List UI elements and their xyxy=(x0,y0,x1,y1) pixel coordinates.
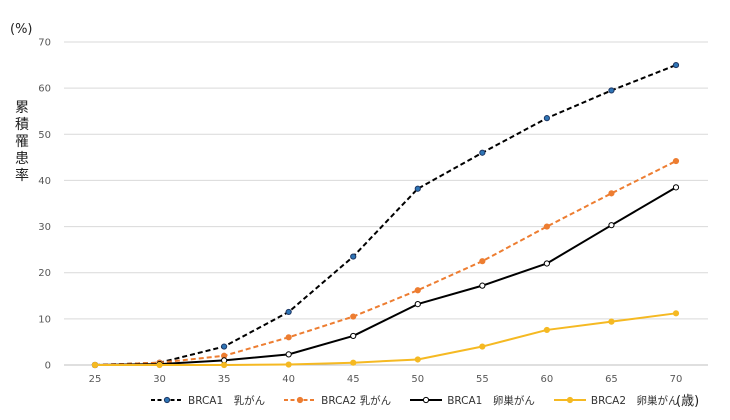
x-tick-label-50: 50 xyxy=(411,374,424,385)
y-tick-label-60: 60 xyxy=(38,84,51,95)
series-1-point-35 xyxy=(221,343,228,350)
legend-marker-3 xyxy=(423,396,430,404)
legend-marker-2 xyxy=(297,396,304,404)
x-tick-label-70: 70 xyxy=(670,374,683,385)
y-tick-label-30: 30 xyxy=(38,222,51,233)
series-line-4 xyxy=(95,312,677,366)
y-tick-label-10: 10 xyxy=(38,314,51,325)
legend-swatch-brca2-breast xyxy=(284,396,317,404)
x-axis-unit: (歳) xyxy=(676,394,700,409)
series-1-point-70 xyxy=(672,61,680,69)
series-2-point-55 xyxy=(479,258,486,265)
legend-label-brca2-breast: BRCA2 乳がん xyxy=(321,394,392,407)
series-4-point-70 xyxy=(672,310,680,317)
series-4-point-30 xyxy=(156,361,163,369)
series-2-point-50 xyxy=(414,287,421,294)
x-tick-label-35: 35 xyxy=(218,374,231,385)
y-axis-label: 累積罹患率 xyxy=(15,100,29,184)
legend-item-brca2-breast: BRCA2 乳がん xyxy=(283,393,391,408)
series-4-point-40 xyxy=(285,361,292,368)
legend-swatch-brca1-breast xyxy=(151,396,183,404)
x-tick-label-25: 25 xyxy=(89,374,102,385)
series-4-point-65 xyxy=(608,318,615,325)
series-line-2 xyxy=(94,160,677,366)
series-4-point-60 xyxy=(543,326,550,334)
y-tick-label-20: 20 xyxy=(38,268,51,279)
legend-label-brca2-ovarian: BRCA2 卵巣がん xyxy=(590,394,679,407)
legend-item-brca1-breast: BRCA1 乳がん xyxy=(150,393,265,408)
series-2-point-60 xyxy=(543,223,550,230)
series-4-point-45 xyxy=(350,359,357,366)
x-tick-label-55: 55 xyxy=(476,374,489,385)
x-tick-label-60: 60 xyxy=(541,374,554,385)
legend: BRCA1 乳がん BRCA2 乳がん BRCA1 卵巣がん BRCA2 卵巣が… xyxy=(150,392,697,408)
series-line-1 xyxy=(94,64,677,366)
series-2-point-70 xyxy=(672,157,680,165)
x-tick-label-40: 40 xyxy=(282,374,295,385)
series-3-point-45 xyxy=(350,332,357,340)
series-4-point-55 xyxy=(479,343,486,350)
series-1-point-65 xyxy=(608,87,615,94)
series-1-point-45 xyxy=(350,253,357,260)
series-1-point-40 xyxy=(285,308,292,316)
series-3-point-65 xyxy=(608,222,615,229)
series-line-3 xyxy=(94,186,677,366)
series-3-point-60 xyxy=(543,260,550,267)
series-2-point-65 xyxy=(608,190,615,197)
legend-marker-1 xyxy=(163,396,171,404)
series-4-point-25 xyxy=(91,361,99,369)
series-4-point-50 xyxy=(414,356,421,363)
series-3-point-50 xyxy=(414,300,421,308)
series-4-point-35 xyxy=(221,361,228,369)
x-tick-label-30: 30 xyxy=(153,374,166,385)
series-1-point-55 xyxy=(479,149,486,156)
y-tick-label-70: 70 xyxy=(38,38,51,49)
series-1-point-50 xyxy=(414,185,421,192)
legend-label-brca1-breast: BRCA1 乳がん xyxy=(188,394,266,407)
y-tick-label-50: 50 xyxy=(38,130,51,141)
series-3-point-55 xyxy=(479,282,486,289)
series-3-point-40 xyxy=(285,351,292,358)
legend-swatch-brca2-ovarian xyxy=(553,396,586,404)
y-tick-label-0: 0 xyxy=(45,361,51,372)
legend-item-brca2-ovarian: BRCA2 卵巣がん xyxy=(553,393,679,408)
series-2-point-40 xyxy=(285,334,292,341)
legend-item-brca1-ovarian: BRCA1 卵巣がん xyxy=(409,393,535,408)
series-1-point-60 xyxy=(543,115,550,122)
y-axis-unit: (%) xyxy=(10,22,33,37)
series-2-point-45 xyxy=(350,313,357,320)
series-3-point-70 xyxy=(672,184,680,191)
legend-label-brca1-ovarian: BRCA1 卵巣がん xyxy=(447,394,535,407)
x-tick-label-65: 65 xyxy=(605,374,618,385)
legend-swatch-brca1-ovarian xyxy=(410,396,443,404)
y-tick-label-40: 40 xyxy=(38,176,51,187)
legend-marker-4 xyxy=(566,396,573,404)
x-tick-label-45: 45 xyxy=(347,374,360,385)
